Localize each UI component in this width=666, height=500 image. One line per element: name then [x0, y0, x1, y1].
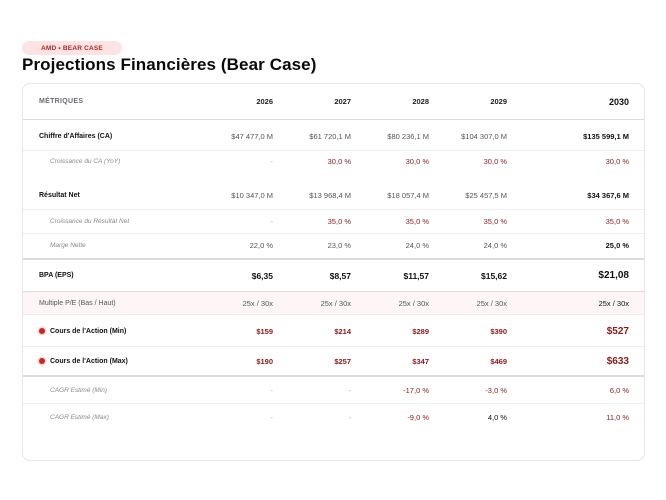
table-cell: 35,0 % [483, 216, 507, 226]
divider [23, 119, 644, 120]
table-row-cagr-max: CAGR Estimé (Max) - - -9,0 % 4,0 % 11,0 … [23, 404, 644, 430]
row-label: CAGR Estimé (Max) [50, 413, 109, 421]
table-cell: - [348, 412, 352, 422]
table-cell: $25 457,5 M [465, 190, 507, 200]
row-label: Cours de l'Action (Max) [50, 357, 128, 365]
row-label: Multiple P/E (Bas / Haut) [39, 299, 116, 307]
year-header: 2026 [256, 97, 273, 106]
table-cell: - [270, 157, 274, 166]
table-row-revenue-growth: Croissance du CA (YoY) - 30,0 % 30,0 % 3… [23, 150, 644, 173]
table-cell: 11,0 % [606, 412, 629, 422]
table-cell: $214 [334, 326, 351, 336]
table-cell: 6,0 % [609, 385, 629, 395]
table-row-revenue: Chiffre d'Affaires (CA) $47 477,0 M $61 … [23, 124, 644, 148]
table-header-row: MÉTRIQUES 2026 2027 2028 2029 2030 [23, 84, 644, 119]
row-label: BPA (EPS) [39, 272, 74, 279]
table-cell: $390 [490, 326, 507, 336]
table-cell: $159 [256, 326, 273, 336]
table-cell: $10 347,0 M [231, 190, 273, 200]
table-cell: $34 367,6 M [587, 190, 629, 200]
table-cell: 25x / 30x [242, 298, 273, 308]
table-cell: $527 [606, 325, 629, 337]
table-cell: - [270, 412, 274, 422]
table-cell: -3,0 % [485, 385, 507, 395]
table-cell: $633 [606, 355, 629, 367]
table-cell: -17,0 % [403, 385, 429, 395]
bullet-dot-icon [39, 358, 45, 364]
table-row-net-margin: Marge Nette 22,0 % 23,0 % 24,0 % 24,0 % … [23, 233, 644, 257]
table-cell: 25x / 30x [598, 298, 629, 308]
table-cell: - [348, 385, 352, 395]
row-label: Marge Nette [50, 241, 86, 249]
table-cell: 24,0 % [483, 240, 507, 250]
table-cell: 30,0 % [483, 157, 507, 166]
divider [23, 375, 644, 377]
scenario-badge: AMD • BEAR CASE [22, 41, 122, 55]
table-cell: $21,08 [598, 270, 629, 281]
table-cell: $61 720,1 M [309, 131, 351, 141]
table-cell: $190 [256, 356, 273, 366]
table-cell: 30,0 % [405, 157, 429, 166]
row-label: CAGR Estimé (Min) [50, 386, 108, 394]
table-cell: 30,0 % [327, 157, 351, 166]
table-cell: - [270, 216, 274, 226]
divider [23, 403, 644, 404]
table-cell: $47 477,0 M [231, 131, 273, 141]
table-cell: $15,62 [481, 270, 507, 281]
table-cell: 23,0 % [327, 240, 351, 250]
divider [23, 233, 644, 234]
table-row-net-income-growth: Croissance du Résultat Net - 35,0 % 35,0… [23, 209, 644, 233]
table-cell: $135 599,1 M [583, 131, 629, 141]
table-cell: 35,0 % [405, 216, 429, 226]
metric-column-header: MÉTRIQUES [39, 98, 84, 105]
divider [23, 346, 644, 347]
divider [23, 314, 644, 315]
year-header: 2030 [608, 96, 629, 107]
year-header: 2028 [412, 97, 429, 106]
table-cell: $18 057,4 M [387, 190, 429, 200]
table-cell: - [270, 385, 274, 395]
table-cell: $104 307,0 M [461, 131, 507, 141]
table-cell: $13 968,4 M [309, 190, 351, 200]
divider [23, 258, 644, 260]
table-row-pe-multiple: Multiple P/E (Bas / Haut) 25x / 30x 25x … [23, 292, 644, 314]
table-row-eps: BPA (EPS) $6,35 $8,57 $11,57 $15,62 $21,… [23, 260, 644, 291]
year-header: 2029 [490, 97, 507, 106]
table-cell: 25x / 30x [476, 298, 507, 308]
table-cell: $8,57 [329, 270, 351, 281]
row-label: Croissance du CA (YoY) [50, 158, 121, 165]
bullet-dot-icon [39, 328, 45, 334]
table-cell: 35,0 % [327, 216, 351, 226]
table-cell: -9,0 % [407, 412, 429, 422]
table-cell: 22,0 % [249, 240, 273, 250]
row-label: Chiffre d'Affaires (CA) [39, 132, 113, 140]
row-label: Cours de l'Action (Min) [50, 327, 127, 335]
table-cell: 25x / 30x [398, 298, 429, 308]
year-header: 2027 [334, 97, 351, 106]
table-cell: $469 [490, 356, 507, 366]
table-row-cagr-min: CAGR Estimé (Min) - - -17,0 % -3,0 % 6,0… [23, 377, 644, 403]
divider [23, 209, 644, 210]
table-cell: $11,57 [403, 270, 429, 281]
table-cell: $347 [412, 356, 429, 366]
page-title: Projections Financières (Bear Case) [22, 55, 317, 74]
divider [23, 150, 644, 151]
table-row-net-income: Résultat Net $10 347,0 M $13 968,4 M $18… [23, 183, 644, 207]
table-cell: 35,0 % [605, 216, 629, 226]
table-cell: $289 [412, 326, 429, 336]
table-row-price-max: Cours de l'Action (Max) $190 $257 $347 $… [23, 348, 644, 374]
row-label: Croissance du Résultat Net [50, 217, 130, 225]
table-cell: 24,0 % [405, 240, 429, 250]
table-row-price-min: Cours de l'Action (Min) $159 $214 $289 $… [23, 318, 644, 344]
row-label: Résultat Net [39, 191, 80, 199]
divider [23, 291, 644, 292]
table-cell: 4,0 % [487, 412, 507, 422]
table-cell: $257 [334, 356, 351, 366]
table-cell: 30,0 % [605, 157, 629, 166]
table-cell: $6,35 [251, 270, 273, 281]
table-cell: 25x / 30x [320, 298, 351, 308]
projections-table: MÉTRIQUES 2026 2027 2028 2029 2030 Chiff… [22, 83, 645, 461]
table-cell: $80 236,1 M [387, 131, 429, 141]
table-cell: 25,0 % [605, 240, 629, 250]
